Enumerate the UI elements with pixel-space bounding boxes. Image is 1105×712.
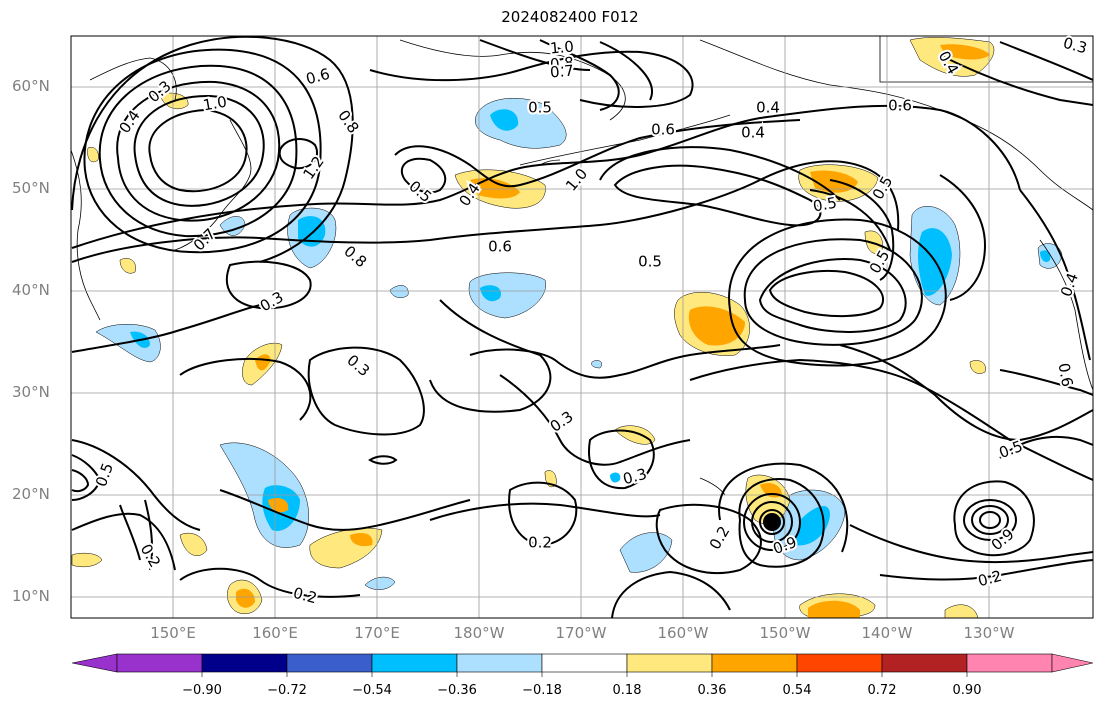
contour-label: 0.3 [343,351,373,380]
contour-label: 0.5 [528,99,552,117]
lon-label: 150°W [759,624,811,642]
contour-label: 0.5 [92,461,117,490]
colorbar-tick-label: −0.72 [267,683,307,698]
lat-label: 30°N [12,383,50,401]
contour-label: 0.2 [528,534,552,552]
colorbar-extend-low [71,653,118,673]
contour-label: 0.6 [888,97,912,115]
contour-label: 0.2 [291,584,319,608]
contour-label: 0.8 [334,107,362,137]
lon-label: 170°E [354,624,400,642]
contour-label: 0.7 [190,225,220,255]
lat-label: 50°N [12,179,50,197]
gridlines [71,36,1093,618]
lon-label: 160°W [657,624,709,642]
lat-label: 60°N [12,77,50,95]
colorbar-extend-high [1051,653,1094,673]
lon-label: 150°E [150,624,196,642]
colorbar-tick-label: 0.36 [697,683,727,698]
colorbar-tick-label: −0.18 [522,683,562,698]
contour-label: 1.0 [202,93,229,115]
lat-label: 20°N [12,485,50,503]
contour-label: 0.5 [812,194,839,216]
lat-label: 10°N [12,587,50,605]
contour-label: 0.6 [304,65,332,89]
contour-label: 0.3 [1061,34,1089,58]
coastlines [71,36,1093,496]
storm-center-marker [763,513,781,531]
lon-label: 140°W [861,624,913,642]
contour-label: 0.6 [651,121,675,139]
colorbar-tick-label: −0.36 [437,683,477,698]
lon-label: 130°W [963,624,1015,642]
map-title: 2024082400 F012 [501,8,639,26]
map-frame [70,35,1094,619]
contour-label: 0.2 [137,541,165,571]
contour-label: 0.8 [340,242,370,271]
contour-label: 1.2 [299,153,327,183]
lat-label: 40°N [12,281,50,299]
contour-label: 0.7 [549,61,574,81]
contour-label: 0.3 [621,465,649,489]
contour-label: 0.6 [488,238,512,256]
colorbar-tick-label: 0.18 [612,683,642,698]
contour-label: 1.0 [549,37,574,57]
contour-label: 0.3 [547,407,577,435]
contour-label: 0.2 [706,523,734,553]
contour-label: 0.8 [549,53,574,73]
contour-lines [71,36,1093,618]
lon-label: 170°W [555,624,607,642]
anomaly-shading [71,37,1063,618]
contour-label: 0.4 [741,124,765,142]
colorbar-tick-label: −0.54 [352,683,392,698]
colorbar [71,653,1094,677]
colorbar-tick-label: −0.90 [182,683,222,698]
colorbar-tick-label: 0.90 [952,683,982,698]
contour-label: 0.3 [257,288,287,316]
contour-label: 0.5 [638,253,662,271]
contour-label: 0.4 [1057,271,1082,300]
contour-label: 0.4 [756,99,780,117]
contour-label: 0.2 [976,567,1004,591]
colorbar-tick-label: 0.72 [867,683,897,698]
lon-label: 180°W [453,624,505,642]
lon-label: 160°E [252,624,298,642]
colorbar-tick-label: 0.54 [782,683,812,698]
